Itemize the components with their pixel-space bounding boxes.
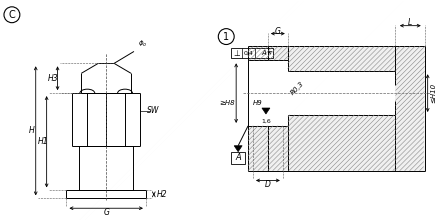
Text: 0,4: 0,4	[244, 51, 253, 56]
FancyBboxPatch shape	[231, 152, 245, 164]
Bar	[268, 126, 288, 171]
Bar	[395, 46, 425, 171]
Text: G: G	[275, 27, 281, 36]
Text: SW: SW	[147, 107, 159, 116]
Text: H1: H1	[37, 137, 48, 146]
Text: A: A	[262, 50, 266, 56]
Text: L: L	[408, 18, 412, 27]
Text: 1: 1	[223, 32, 229, 42]
Text: D: D	[265, 180, 271, 189]
Polygon shape	[262, 108, 270, 114]
Text: H9: H9	[253, 100, 263, 106]
Polygon shape	[234, 146, 242, 152]
Text: H: H	[29, 126, 34, 135]
Text: A: A	[235, 153, 241, 162]
FancyBboxPatch shape	[231, 48, 273, 58]
Bar	[248, 126, 268, 171]
Bar	[288, 46, 395, 71]
Bar	[268, 46, 288, 60]
Text: ⊥: ⊥	[233, 49, 240, 58]
Text: C: C	[9, 10, 15, 20]
Bar	[248, 46, 268, 60]
Text: G: G	[103, 208, 109, 217]
Text: H2: H2	[157, 190, 167, 199]
Text: R0,3: R0,3	[290, 80, 306, 96]
Text: ≥H8: ≥H8	[220, 100, 235, 106]
Text: $\phi_o$: $\phi_o$	[138, 39, 147, 50]
Text: ≤H10: ≤H10	[431, 83, 436, 103]
Bar	[288, 115, 395, 171]
Text: H3: H3	[48, 74, 59, 83]
Text: 1,6: 1,6	[261, 119, 271, 124]
